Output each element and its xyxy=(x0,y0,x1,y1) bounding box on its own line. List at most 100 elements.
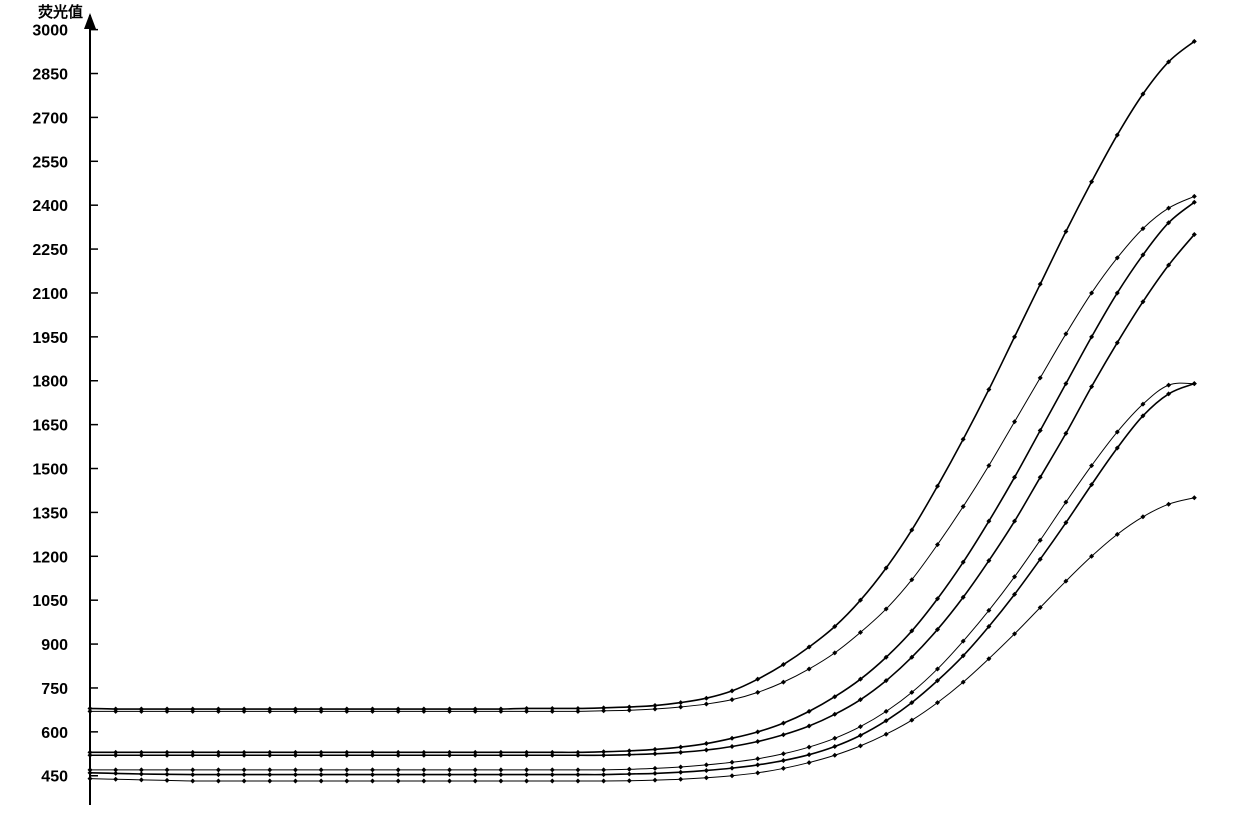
series-marker xyxy=(755,729,760,734)
series-marker xyxy=(575,709,580,714)
series-marker xyxy=(370,753,375,758)
series-marker xyxy=(473,772,478,777)
series-marker xyxy=(267,779,272,784)
series-marker xyxy=(807,752,812,757)
y-axis-arrow xyxy=(84,13,96,29)
y-tick-label: 1950 xyxy=(32,330,68,347)
series-marker xyxy=(473,779,478,784)
series-marker xyxy=(473,767,478,772)
series-marker xyxy=(627,767,632,772)
series-marker xyxy=(165,767,170,772)
y-tick-label: 600 xyxy=(41,725,68,742)
series-marker xyxy=(832,753,837,758)
series-marker xyxy=(730,766,735,771)
series-marker xyxy=(267,753,272,758)
series-marker xyxy=(396,772,401,777)
series-marker xyxy=(704,768,709,773)
series-marker xyxy=(524,772,529,777)
series-marker xyxy=(447,772,452,777)
series-marker xyxy=(807,760,812,765)
y-tick-label: 750 xyxy=(41,681,68,698)
series-marker xyxy=(704,696,709,701)
chart-container: 4506007509001050120013501500165018001950… xyxy=(0,0,1240,819)
series-marker xyxy=(627,708,632,713)
series-marker xyxy=(447,779,452,784)
series-marker xyxy=(216,753,221,758)
series-marker xyxy=(601,772,606,777)
series-marker xyxy=(344,772,349,777)
series-marker xyxy=(447,753,452,758)
series-marker xyxy=(550,753,555,758)
series-marker xyxy=(704,702,709,707)
series-marker xyxy=(293,767,298,772)
y-axis-title: 荧光值 xyxy=(38,3,83,21)
series-marker xyxy=(242,779,247,784)
series-marker xyxy=(832,736,837,741)
series-marker xyxy=(344,753,349,758)
y-tick-label: 3000 xyxy=(32,23,68,40)
series-marker xyxy=(730,773,735,778)
series-marker xyxy=(653,766,658,771)
series-line xyxy=(90,384,1194,775)
y-tick-label: 2250 xyxy=(32,242,68,259)
series-marker xyxy=(653,771,658,776)
series-marker xyxy=(781,721,786,726)
series-marker xyxy=(1166,502,1171,507)
y-tick-label: 1500 xyxy=(32,462,68,479)
y-tick-label: 2100 xyxy=(32,286,68,303)
series-marker xyxy=(730,760,735,765)
series-marker xyxy=(319,767,324,772)
series-marker xyxy=(807,724,812,729)
y-tick-label: 2550 xyxy=(32,154,68,171)
series-marker xyxy=(678,745,683,750)
series-marker xyxy=(550,772,555,777)
series-marker xyxy=(1192,381,1197,386)
series-marker xyxy=(1140,514,1145,519)
y-tick-label: 2700 xyxy=(32,110,68,127)
y-tick-label: 2400 xyxy=(32,198,68,215)
series-marker xyxy=(627,771,632,776)
series-marker xyxy=(678,750,683,755)
y-tick-label: 1350 xyxy=(32,505,68,522)
y-tick-label: 1650 xyxy=(32,418,68,435)
series-marker xyxy=(1038,282,1043,287)
series-marker xyxy=(575,767,580,772)
series-marker xyxy=(139,753,144,758)
series-marker xyxy=(807,666,812,671)
series-marker xyxy=(319,772,324,777)
series-marker xyxy=(421,767,426,772)
series-marker xyxy=(1012,334,1017,339)
series-marker xyxy=(575,753,580,758)
y-tick-label: 900 xyxy=(41,637,68,654)
series-marker xyxy=(293,772,298,777)
series-marker xyxy=(1038,375,1043,380)
series-marker xyxy=(344,767,349,772)
series-marker xyxy=(267,767,272,772)
series-marker xyxy=(858,724,863,729)
series-marker xyxy=(909,718,914,723)
series-marker xyxy=(550,779,555,784)
series-marker xyxy=(524,767,529,772)
series-marker xyxy=(498,779,503,784)
series-line xyxy=(90,202,1194,752)
series-marker xyxy=(678,704,683,709)
series-marker xyxy=(730,744,735,749)
series-marker xyxy=(1063,331,1068,336)
series-marker xyxy=(524,753,529,758)
series-marker xyxy=(730,697,735,702)
series-marker xyxy=(524,709,529,714)
series-marker xyxy=(832,744,837,749)
series-line xyxy=(90,234,1194,755)
series-marker xyxy=(139,771,144,776)
series-marker xyxy=(678,764,683,769)
series-marker xyxy=(961,504,966,509)
series-marker xyxy=(165,753,170,758)
series-marker xyxy=(88,770,93,775)
series-marker xyxy=(1166,383,1171,388)
series-marker xyxy=(755,762,760,767)
series-marker xyxy=(550,709,555,714)
series-marker xyxy=(781,766,786,771)
series-marker xyxy=(190,779,195,784)
series-marker xyxy=(755,690,760,695)
series-marker xyxy=(267,772,272,777)
